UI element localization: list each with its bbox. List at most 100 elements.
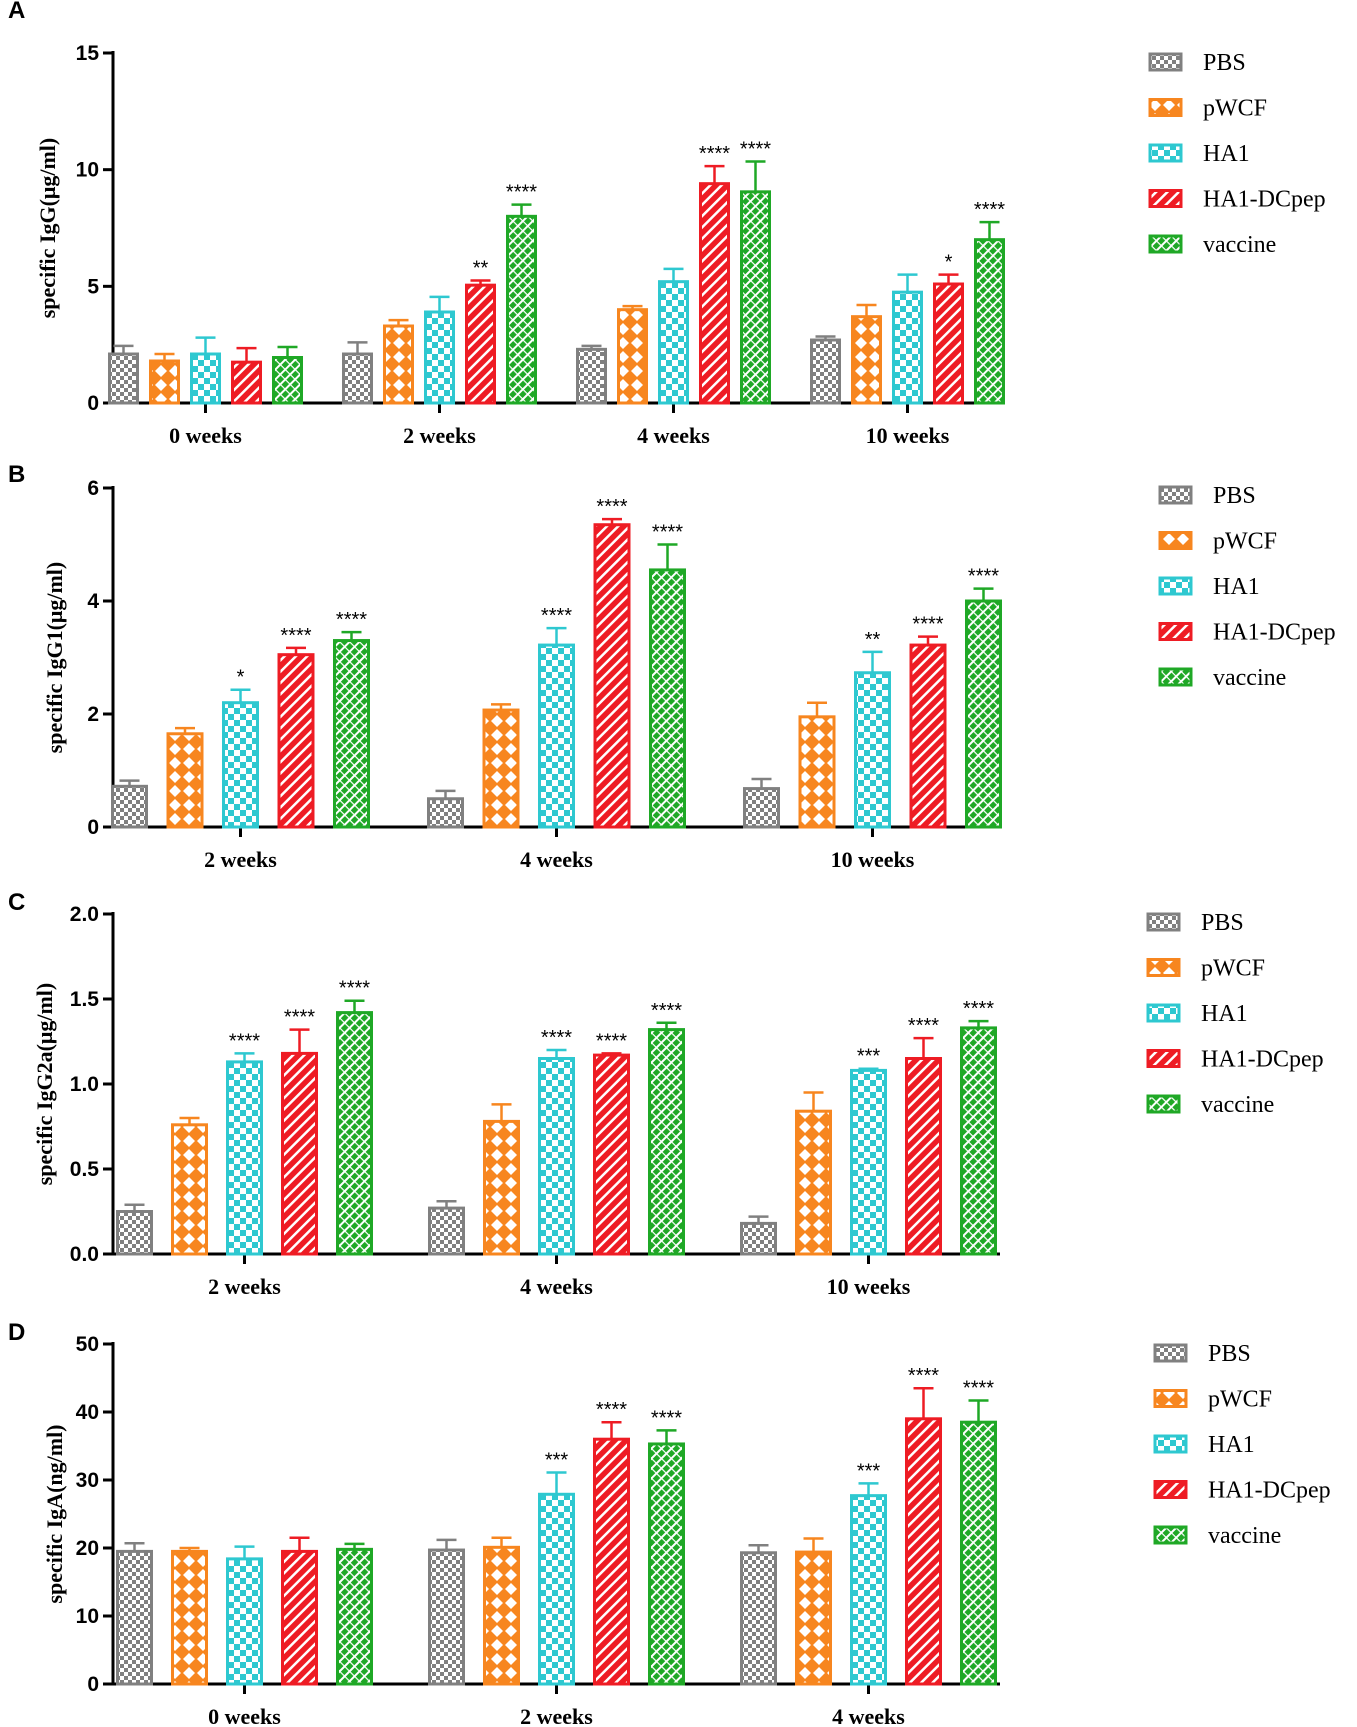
panel-b-legend-label-pbs: PBS bbox=[1213, 483, 1256, 509]
panel-c-bar-ha1-4-weeks bbox=[538, 1057, 575, 1256]
panel-a-significance-label: **** bbox=[506, 182, 537, 204]
panel-a-bar-ha1-dcpep-2-weeks bbox=[465, 283, 496, 405]
panel-a-bar-pwcf-0-weeks bbox=[149, 359, 180, 405]
panel-a-y-axis-title: specific IgG(μg/ml) bbox=[35, 138, 60, 319]
panel-d-y-tick-label: 10 bbox=[76, 1605, 99, 1628]
panel-d-bar-ha1-dcpep-4-weeks bbox=[905, 1417, 942, 1686]
panel-c-y-axis-title: specific IgG2a(μg/ml) bbox=[32, 983, 57, 1186]
panel-a-legend-swatch-ha1-dcpep bbox=[1148, 189, 1183, 208]
panel-a-bar-ha1-dcpep-0-weeks bbox=[231, 360, 262, 405]
panel-c-bar-ha1-dcpep-4-weeks bbox=[593, 1053, 630, 1256]
panel-c-legend-label-pbs: PBS bbox=[1201, 910, 1244, 936]
panel-d-legend-label-ha1-dcpep: HA1-DCpep bbox=[1208, 1478, 1331, 1504]
panel-c-bar-vaccine-10-weeks bbox=[960, 1026, 997, 1256]
panel-d-y-axis-title: specific IgA(ng/ml) bbox=[42, 1424, 67, 1603]
panel-d-bar-ha1-dcpep-2-weeks bbox=[593, 1437, 630, 1686]
panel-b-legend-swatch-ha1-dcpep bbox=[1158, 622, 1193, 641]
panel-b-bar-pwcf-10-weeks bbox=[798, 715, 836, 829]
panel-c-bar-pwcf-2-weeks bbox=[171, 1123, 208, 1256]
panel-c-letter: C bbox=[8, 889, 25, 916]
panel-a-significance-label: ** bbox=[473, 258, 489, 280]
panel-a-significance-label: **** bbox=[740, 139, 771, 161]
panel-a-legend-label-ha1: HA1 bbox=[1203, 141, 1250, 167]
panel-b-bar-pwcf-2-weeks bbox=[166, 732, 204, 829]
panel-c-significance-label: **** bbox=[229, 1030, 260, 1052]
panel-d-bar-vaccine-0-weeks bbox=[336, 1547, 373, 1686]
panel-c-y-tick-label: 0.5 bbox=[70, 1158, 100, 1181]
panel-d-bar-pwcf-4-weeks bbox=[795, 1550, 832, 1686]
panel-c-bar-ha1-2-weeks bbox=[226, 1060, 263, 1256]
panel-a-legend-label-pwcf: pWCF bbox=[1203, 96, 1267, 122]
panel-d-significance-label: *** bbox=[545, 1450, 569, 1472]
panel-a-legend-swatch-ha1 bbox=[1148, 143, 1183, 163]
panel-b-y-tick-label: 0 bbox=[87, 816, 99, 839]
panel-a-bar-pbs-2-weeks bbox=[342, 352, 373, 405]
panel-a-bar-vaccine-0-weeks bbox=[272, 356, 303, 405]
panel-a-bar-ha1-0-weeks bbox=[190, 352, 221, 405]
panel-c-significance-label: **** bbox=[908, 1015, 939, 1037]
panel-b-bar-vaccine-2-weeks bbox=[333, 639, 370, 829]
panel-b-bar-pbs-10-weeks bbox=[743, 787, 780, 829]
panel-a-bar-vaccine-2-weeks bbox=[506, 214, 537, 405]
panel-c-bar-ha1-dcpep-10-weeks bbox=[905, 1057, 942, 1256]
panel-c-y-tick-label: 2.0 bbox=[70, 903, 99, 926]
panel-b-y-axis-title: specific IgG1(μg/ml) bbox=[42, 562, 67, 754]
panel-d-bar-pbs-4-weeks bbox=[740, 1551, 777, 1686]
panel-a-bar-pbs-10-weeks bbox=[810, 338, 841, 405]
panel-b-significance-label: * bbox=[237, 667, 245, 689]
panel-b-legend-label-pwcf: pWCF bbox=[1213, 529, 1277, 555]
panel-b-bar-pbs-2-weeks bbox=[111, 784, 148, 829]
panel-c-bar-pbs-10-weeks bbox=[740, 1221, 777, 1256]
panel-d-bar-ha1-0-weeks bbox=[226, 1557, 263, 1686]
panel-a-bar-ha1-2-weeks bbox=[424, 310, 455, 405]
panel-c-category-2-weeks: 2 weeks bbox=[208, 1274, 281, 1299]
panel-c-bar-ha1-10-weeks bbox=[850, 1068, 887, 1256]
panel-d-bar-pwcf-2-weeks bbox=[483, 1545, 520, 1686]
panel-b-bar-ha1-4-weeks bbox=[538, 643, 575, 829]
panel-a-bar-pwcf-2-weeks bbox=[383, 324, 414, 405]
panel-d-bar-vaccine-4-weeks bbox=[960, 1420, 997, 1686]
panel-b-significance-label: **** bbox=[596, 496, 627, 518]
panel-d-bar-pbs-2-weeks bbox=[428, 1548, 465, 1686]
panel-b-bar-pwcf-4-weeks bbox=[482, 708, 520, 829]
panel-a-bar-ha1-4-weeks bbox=[658, 280, 689, 405]
panel-c-bar-pbs-2-weeks bbox=[116, 1210, 153, 1256]
panel-b-legend-label-ha1: HA1 bbox=[1213, 574, 1260, 600]
panel-c-bar-ha1-dcpep-2-weeks bbox=[281, 1051, 318, 1256]
panel-b-y-tick-label: 6 bbox=[87, 477, 99, 500]
panel-c-legend-label-pwcf: pWCF bbox=[1201, 956, 1265, 982]
panel-b-y-tick-label: 2 bbox=[87, 703, 99, 726]
panel-b-bar-vaccine-10-weeks bbox=[965, 599, 1002, 829]
panel-a-legend-label-pbs: PBS bbox=[1203, 50, 1246, 76]
panel-b-y-tick-label: 4 bbox=[87, 590, 99, 613]
panel-c-legend-swatch-ha1 bbox=[1146, 1003, 1181, 1023]
panel-d-significance-label: *** bbox=[857, 1460, 881, 1482]
panel-d-category-4-weeks: 4 weeks bbox=[832, 1704, 905, 1727]
panel-a-category-0-weeks: 0 weeks bbox=[169, 423, 242, 448]
panel-c-significance-label: **** bbox=[541, 1027, 572, 1049]
panel-d-letter: D bbox=[8, 1319, 25, 1346]
panel-b-significance-label: **** bbox=[912, 614, 943, 636]
panel-a-legend-swatch-pwcf bbox=[1148, 98, 1183, 117]
panel-a-bar-vaccine-4-weeks bbox=[740, 190, 771, 405]
panel-b-bar-vaccine-4-weeks bbox=[649, 568, 686, 829]
panel-b-category-2-weeks: 2 weeks bbox=[204, 847, 277, 872]
panel-d-category-2-weeks: 2 weeks bbox=[520, 1704, 593, 1727]
panel-d-legend-swatch-pwcf bbox=[1153, 1389, 1188, 1408]
panel-c-significance-label: *** bbox=[857, 1046, 881, 1068]
panel-a-bar-ha1-10-weeks bbox=[892, 290, 923, 405]
panel-b-bar-ha1-10-weeks bbox=[854, 671, 891, 829]
panel-c-significance-label: **** bbox=[339, 978, 370, 1000]
panel-c-category-4-weeks: 4 weeks bbox=[520, 1274, 593, 1299]
panel-d-significance-label: **** bbox=[908, 1365, 939, 1387]
panel-a-bar-pwcf-10-weeks bbox=[851, 315, 882, 405]
panel-a-significance-label: **** bbox=[974, 199, 1005, 221]
panel-d-bar-ha1-dcpep-0-weeks bbox=[281, 1549, 318, 1686]
panel-c-bar-pwcf-10-weeks bbox=[795, 1109, 832, 1256]
panel-b-bar-ha1-dcpep-10-weeks bbox=[909, 643, 947, 829]
panel-a-significance-label: * bbox=[945, 252, 953, 274]
panel-c-legend-label-vaccine: vaccine bbox=[1201, 1092, 1274, 1118]
